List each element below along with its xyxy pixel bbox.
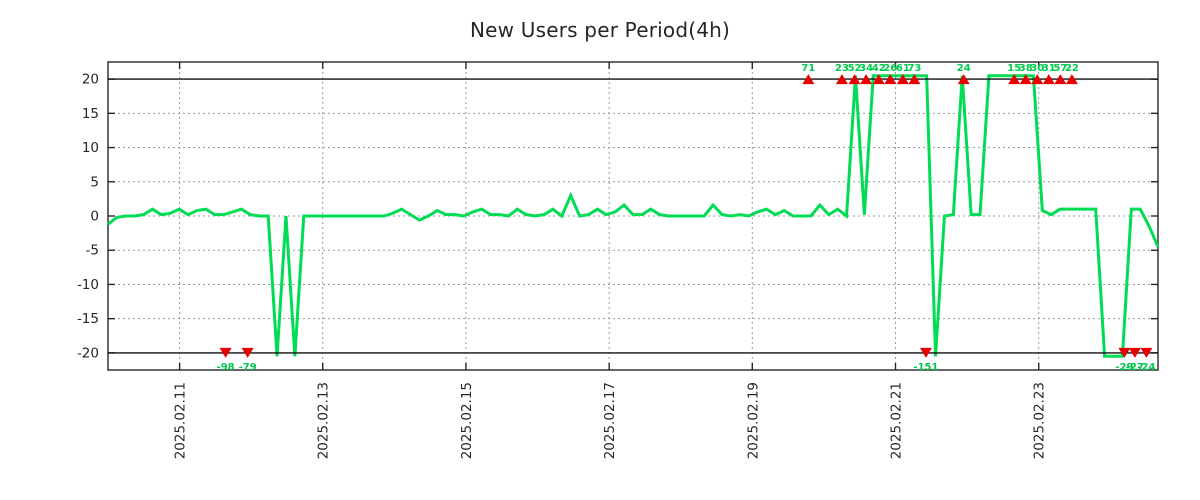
x-tick-label: 2025.02.15 [459,382,475,459]
clipped-high-label: 42 [872,63,886,74]
y-tick-label: -10 [77,277,99,293]
y-tick-label: 10 [82,140,99,156]
x-axis-ticks: 2025.02.11 2025.02.13 2025.02.15 2025.02.17… [173,62,1048,459]
clipped-high-label: 24 [957,63,971,74]
grid-lines [108,62,1158,370]
clipped-high-marker [1008,74,1021,85]
x-tick-label: 2025.02.17 [602,382,618,459]
clipped-high-label: 73 [907,63,921,74]
y-tick-label: 15 [82,106,99,122]
x-tick-label: 2025.02.21 [889,382,905,459]
clipped-high-label: 31 [1042,63,1056,74]
clipped-high-label: 38 [1019,63,1033,74]
chart-title: New Users per Period(4h) [469,18,731,42]
clipped-low-label: -29 [1115,362,1133,373]
clipped-high-label: 15 [1007,63,1021,74]
clipped-low-label: -98 [217,362,235,373]
y-tick-label: 20 [82,72,99,88]
y-axis-ticks: 20 15 10 5 0 -5 -10 -15 -20 [77,72,1158,361]
clipped-low-marker [1128,347,1141,358]
clipped-high-marker [802,74,815,85]
clipped-high-label: 61 [896,63,910,74]
clipped-high-marker [1042,74,1055,85]
clipped-low-label: -27 [1126,362,1144,373]
clipped-low-marker [1140,347,1153,358]
clipped-low-marker [241,347,254,358]
clipped-low-label: -151 [913,362,938,373]
clipped-high-marker [884,74,897,85]
clipped-high-label: 34 [859,63,873,74]
clipped-value-markers [219,74,1153,358]
y-tick-label: 5 [90,174,99,190]
clipped-high-label: 30 [1030,63,1044,74]
clipped-high-marker [872,74,885,85]
clipped-low-marker [919,347,932,358]
clipped-high-marker [896,74,909,85]
clipped-high-marker [957,74,970,85]
clipped-high-marker [1054,74,1067,85]
clipped-high-marker [1065,74,1078,85]
x-tick-label: 2025.02.13 [316,382,332,459]
y-tick-label: -5 [86,243,99,259]
clipped-low-label: -24 [1137,362,1155,373]
clipped-low-label: -79 [239,362,257,373]
clipped-high-label: 71 [801,63,815,74]
y-tick-label: 0 [90,209,99,225]
clipped-high-marker [908,74,921,85]
x-tick-label: 2025.02.23 [1032,382,1048,459]
clipped-high-marker [1031,74,1044,85]
clipped-high-marker [848,74,861,85]
clipped-high-label: 52 [848,63,862,74]
y-tick-label: -20 [77,345,99,361]
clipped-low-marker [219,347,232,358]
clipped-high-label: 22 [1065,63,1079,74]
clipped-low-marker [1118,347,1131,358]
x-tick-label: 2025.02.11 [173,382,189,459]
clipped-high-marker [1019,74,1032,85]
clipped-high-label: 26 [883,63,897,74]
clipped-high-label: 57 [1053,63,1067,74]
clipped-high-marker [860,74,873,85]
series-polyline [107,74,1160,358]
clipped-high-label: 23 [835,63,849,74]
x-tick-label: 2025.02.19 [745,382,761,459]
clipped-high-marker [835,74,848,85]
y-tick-label: -15 [77,311,99,327]
data-series-line [107,74,1160,358]
clip-bound-lines [108,78,1158,354]
